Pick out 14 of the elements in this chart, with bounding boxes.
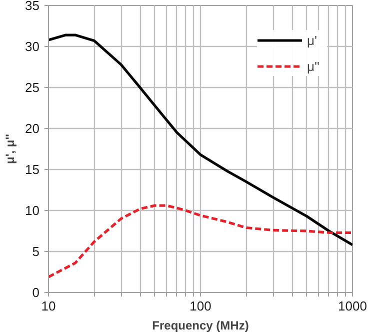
y-tick-label: 30	[25, 39, 40, 54]
y-tick-label: 25	[25, 80, 40, 95]
y-tick-label: 35	[25, 0, 40, 13]
y-tick-label: 20	[25, 121, 40, 136]
legend-label: μ''	[307, 58, 320, 74]
y-axis-title: μ', μ''	[3, 134, 18, 164]
x-tick-label: 100	[190, 298, 212, 314]
legend-label: μ'	[307, 32, 318, 48]
x-tick-label: 1000	[338, 298, 367, 314]
y-tick-label: 0	[32, 285, 40, 300]
y-tick-label: 10	[25, 203, 40, 218]
y-tick-label: 5	[32, 244, 40, 259]
y-tick-label: 15	[25, 162, 40, 177]
x-axis-title: Frequency (MHz)	[152, 318, 249, 332]
